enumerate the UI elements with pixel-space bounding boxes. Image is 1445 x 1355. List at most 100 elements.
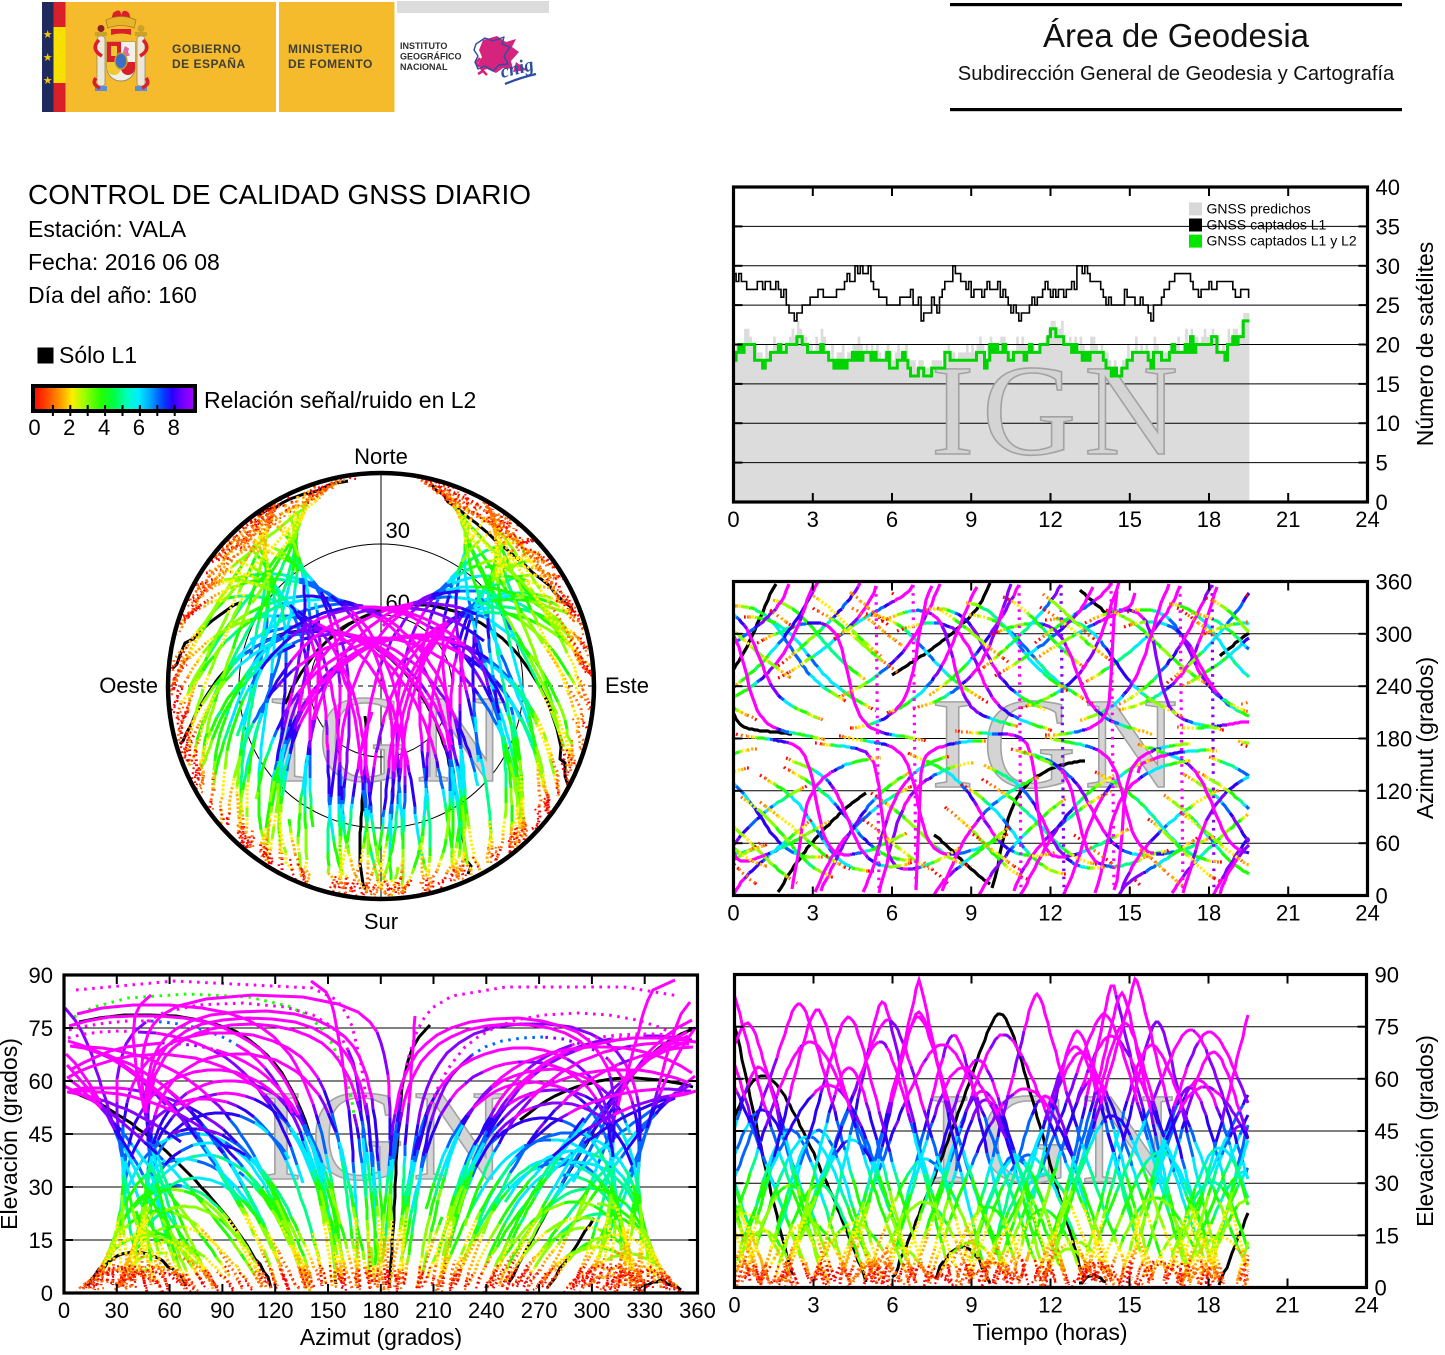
svg-text:IGN: IGN [931, 339, 1186, 483]
svg-text:★: ★ [43, 75, 53, 87]
svg-text:0: 0 [1376, 490, 1388, 515]
svg-text:0: 0 [1376, 884, 1388, 909]
svg-text:330: 330 [626, 1298, 663, 1323]
svg-text:Sur: Sur [364, 909, 398, 934]
svg-text:0: 0 [28, 415, 40, 440]
svg-text:3: 3 [807, 507, 819, 532]
svg-text:6: 6 [886, 1293, 898, 1318]
svg-text:Elevación (grados): Elevación (grados) [1412, 1035, 1438, 1227]
svg-text:DE ESPAÑA: DE ESPAÑA [172, 56, 246, 71]
svg-text:10: 10 [1376, 411, 1400, 436]
svg-text:CONTROL DE CALIDAD GNSS DIARIO: CONTROL DE CALIDAD GNSS DIARIO [28, 179, 531, 210]
svg-text:Área de Geodesia: Área de Geodesia [1043, 17, 1310, 54]
svg-text:Elevación (grados): Elevación (grados) [0, 1038, 22, 1230]
svg-text:30: 30 [29, 1175, 53, 1200]
svg-text:300: 300 [574, 1298, 611, 1323]
svg-text:12: 12 [1038, 901, 1062, 926]
svg-text:21: 21 [1276, 507, 1300, 532]
svg-text:★: ★ [43, 29, 53, 41]
svg-text:60: 60 [157, 1298, 181, 1323]
svg-text:9: 9 [965, 1293, 977, 1318]
svg-text:0: 0 [1375, 1276, 1387, 1301]
svg-text:210: 210 [415, 1298, 452, 1323]
svg-text:30: 30 [1376, 254, 1400, 279]
svg-text:120: 120 [257, 1298, 294, 1323]
svg-text:45: 45 [1375, 1119, 1399, 1144]
svg-text:4: 4 [98, 415, 110, 440]
svg-text:Norte: Norte [354, 444, 408, 469]
svg-text:15: 15 [1117, 1293, 1141, 1318]
svg-text:30: 30 [386, 518, 410, 543]
svg-text:30: 30 [105, 1298, 129, 1323]
svg-text:Fecha: 2016 06 08: Fecha: 2016 06 08 [28, 249, 220, 275]
svg-text:Sólo L1: Sólo L1 [59, 342, 137, 368]
svg-text:180: 180 [1376, 727, 1413, 752]
svg-text:90: 90 [1375, 963, 1399, 988]
svg-text:★: ★ [43, 52, 53, 64]
svg-text:75: 75 [29, 1016, 53, 1041]
svg-text:3: 3 [807, 901, 819, 926]
svg-text:0: 0 [727, 901, 739, 926]
svg-text:Oeste: Oeste [99, 673, 158, 698]
svg-text:NACIONAL: NACIONAL [400, 62, 448, 72]
svg-text:3: 3 [807, 1293, 819, 1318]
svg-text:12: 12 [1038, 507, 1062, 532]
svg-text:15: 15 [1375, 1223, 1399, 1248]
svg-text:60: 60 [1376, 831, 1400, 856]
svg-text:18: 18 [1197, 901, 1221, 926]
svg-text:15: 15 [1376, 372, 1400, 397]
svg-text:Este: Este [605, 673, 649, 698]
svg-text:180: 180 [362, 1298, 399, 1323]
svg-text:12: 12 [1038, 1293, 1062, 1318]
svg-text:0: 0 [58, 1298, 70, 1323]
svg-text:GNSS predichos: GNSS predichos [1207, 200, 1311, 216]
svg-text:9: 9 [965, 507, 977, 532]
svg-text:0: 0 [727, 507, 739, 532]
svg-text:2: 2 [63, 415, 75, 440]
svg-text:8: 8 [168, 415, 180, 440]
svg-text:40: 40 [1376, 175, 1400, 200]
svg-text:Tiempo (horas): Tiempo (horas) [972, 1319, 1127, 1345]
svg-text:6: 6 [886, 507, 898, 532]
svg-text:GNSS captados L1: GNSS captados L1 [1207, 217, 1327, 233]
svg-text:MINISTERIO: MINISTERIO [288, 42, 363, 56]
svg-text:Número de satélites: Número de satélites [1412, 242, 1438, 447]
svg-text:15: 15 [1118, 901, 1142, 926]
svg-text:GEOGRÁFICO: GEOGRÁFICO [400, 52, 462, 62]
svg-text:75: 75 [1375, 1015, 1399, 1040]
svg-text:30: 30 [1375, 1171, 1399, 1196]
svg-text:360: 360 [679, 1298, 716, 1323]
svg-text:Azimut (grados): Azimut (grados) [300, 1324, 462, 1350]
svg-text:21: 21 [1275, 1293, 1299, 1318]
svg-text:Relación señal/ruido en L2: Relación señal/ruido en L2 [204, 387, 476, 413]
svg-text:240: 240 [1376, 674, 1413, 699]
svg-text:25: 25 [1376, 293, 1400, 318]
svg-text:240: 240 [468, 1298, 505, 1323]
svg-text:35: 35 [1376, 214, 1400, 239]
svg-text:270: 270 [521, 1298, 558, 1323]
svg-text:15: 15 [1118, 507, 1142, 532]
svg-text:120: 120 [1376, 779, 1413, 804]
svg-text:Azimut (grados): Azimut (grados) [1412, 657, 1438, 819]
svg-text:24: 24 [1355, 901, 1379, 926]
svg-text:45: 45 [29, 1122, 53, 1147]
svg-text:9: 9 [965, 901, 977, 926]
svg-text:Estación: VALA: Estación: VALA [28, 216, 187, 242]
svg-text:21: 21 [1276, 901, 1300, 926]
svg-text:360: 360 [1376, 570, 1413, 595]
svg-text:300: 300 [1376, 622, 1413, 647]
svg-text:24: 24 [1354, 1293, 1378, 1318]
svg-text:20: 20 [1376, 333, 1400, 358]
svg-text:18: 18 [1197, 507, 1221, 532]
svg-text:5: 5 [1376, 451, 1388, 476]
svg-text:6: 6 [133, 415, 145, 440]
svg-text:Subdirección General de Geodes: Subdirección General de Geodesia y Carto… [958, 63, 1395, 85]
svg-text:GNSS captados L1 y L2: GNSS captados L1 y L2 [1207, 233, 1357, 249]
svg-text:90: 90 [210, 1298, 234, 1323]
svg-text:18: 18 [1196, 1293, 1220, 1318]
svg-text:150: 150 [310, 1298, 347, 1323]
svg-text:DE FOMENTO: DE FOMENTO [288, 57, 373, 71]
svg-text:Día del año: 160: Día del año: 160 [28, 282, 197, 308]
svg-text:60: 60 [29, 1069, 53, 1094]
svg-text:GOBIERNO: GOBIERNO [172, 42, 241, 56]
